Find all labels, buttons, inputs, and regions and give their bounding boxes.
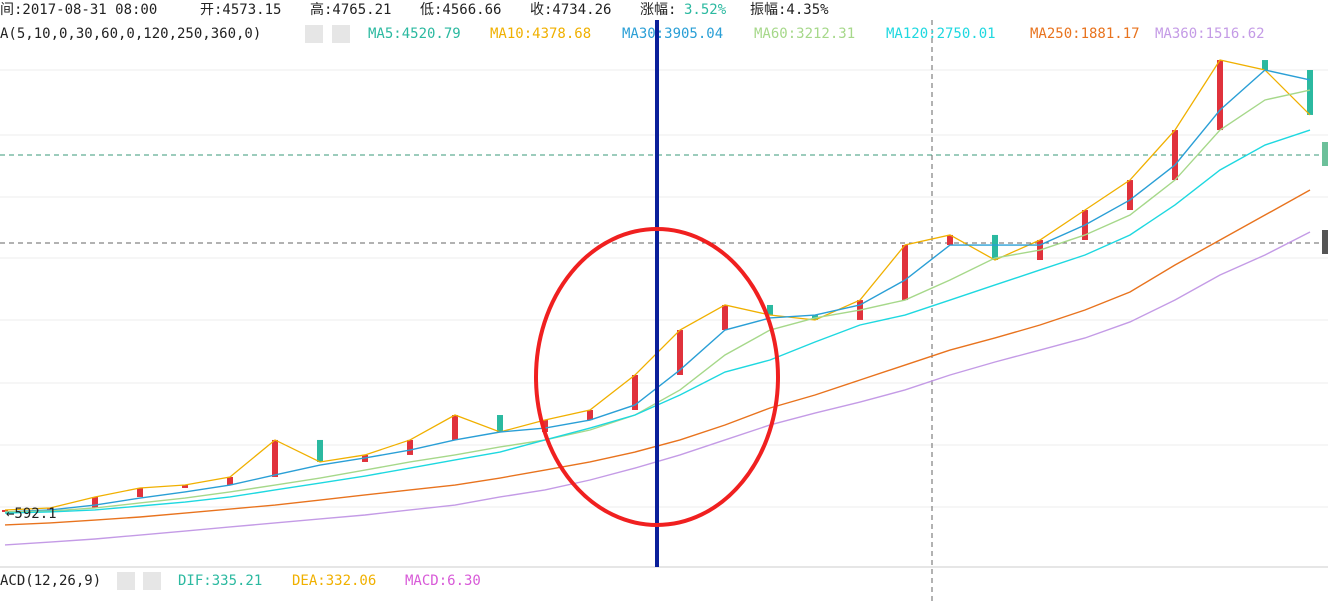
settings-icon[interactable] <box>117 572 135 590</box>
candle <box>497 415 503 432</box>
candle <box>1262 60 1268 70</box>
macd-legend-item: MACD:6.30 <box>405 573 481 589</box>
header-change-value: 3.52% <box>684 2 727 18</box>
header-open: 开:4573.15 <box>200 2 281 18</box>
candle <box>2 509 8 512</box>
header-amplitude: 振幅:4.35% <box>750 2 829 18</box>
header-time: 间:2017-08-31 08:00 <box>0 2 157 18</box>
header-high: 高:4765.21 <box>310 1 391 18</box>
close-icon[interactable] <box>332 25 350 43</box>
candle <box>1217 60 1223 131</box>
macd-legend-item: DIF:335.21 <box>178 573 262 589</box>
price-marker <box>1322 142 1328 166</box>
candle <box>632 374 638 410</box>
candle <box>902 245 908 301</box>
cross-marker <box>1322 230 1328 254</box>
candle <box>182 485 188 488</box>
candle <box>677 330 683 375</box>
candle <box>947 234 953 246</box>
candle <box>767 304 773 316</box>
ma-legend-item: MA10:4378.68 <box>490 26 591 42</box>
candle <box>542 420 548 432</box>
candle <box>137 487 143 497</box>
header-close: 收:4734.26 <box>530 2 611 18</box>
candle <box>992 234 998 261</box>
candle <box>407 439 413 455</box>
candle <box>722 304 728 331</box>
header-change-label: 涨幅: <box>640 2 676 18</box>
candle <box>47 507 53 510</box>
close-icon[interactable] <box>143 572 161 590</box>
settings-icon[interactable] <box>305 25 323 43</box>
candle <box>317 439 323 462</box>
candle <box>452 415 458 440</box>
candle <box>92 496 98 508</box>
ma-legend-item: MA60:3212.31 <box>754 26 855 42</box>
annotation-ellipse <box>534 227 780 527</box>
candle <box>227 476 233 486</box>
ma-legend-item: MA360:1516.62 <box>1155 26 1265 42</box>
macd-legend-item: DEA:332.06 <box>292 573 376 589</box>
candle <box>1127 180 1133 211</box>
candle <box>1307 69 1313 115</box>
min-price-label: ←592.1 <box>6 506 57 522</box>
ma-legend-item: MA30:3905.04 <box>622 26 723 42</box>
candle <box>587 409 593 421</box>
ma-legend-item: MA5:4520.79 <box>368 26 461 42</box>
macd-indicator: ACD(12,26,9) <box>0 573 101 589</box>
candle <box>1172 130 1178 181</box>
ma-legend-item: MA120:2750.01 <box>886 26 996 42</box>
candle <box>272 439 278 477</box>
header-low: 低:4566.66 <box>420 2 501 18</box>
ma-legend-item: MA250:1881.17 <box>1030 26 1140 42</box>
ma-indicator: A(5,10,0,30,60,0,120,250,360,0) <box>0 26 261 42</box>
